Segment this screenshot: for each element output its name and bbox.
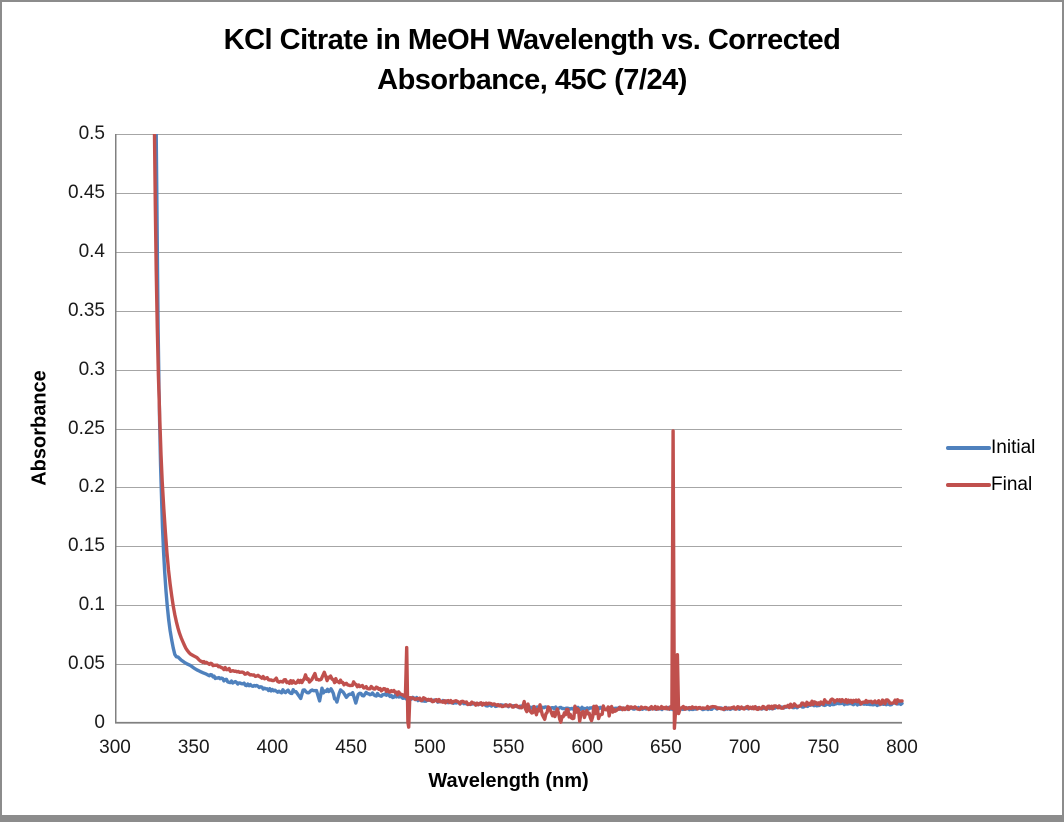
x-tick-label: 700 — [728, 737, 761, 758]
x-axis-title: Wavelength (nm) — [428, 770, 589, 792]
y-tick-label: 0.1 — [78, 594, 105, 616]
y-tick-label: 0 — [94, 712, 105, 733]
x-tick-label: 400 — [256, 737, 289, 758]
initial-series-line — [154, 134, 904, 712]
x-tick-label: 750 — [807, 737, 840, 758]
y-tick-label: 0.4 — [78, 240, 105, 262]
chart-title: KCl Citrate in MeOH Wavelength vs. Corre… — [2, 20, 1062, 100]
x-tick-label: 800 — [886, 737, 918, 758]
y-tick-label: 0.3 — [78, 358, 105, 380]
legend-item-initial: Initial — [946, 436, 1035, 459]
x-tick-label: 600 — [571, 737, 604, 758]
gridlines — [115, 134, 902, 665]
legend: Initial Final — [946, 436, 1035, 510]
y-tick-label: 0.45 — [68, 181, 105, 203]
legend-label-final: Final — [991, 473, 1033, 495]
final-series-swatch — [946, 482, 991, 487]
initial-series-swatch — [946, 445, 991, 450]
x-tick-label: 450 — [335, 737, 367, 758]
y-tick-label: 0.15 — [68, 535, 105, 557]
y-tick-label: 0.05 — [68, 653, 105, 675]
y-tick-label: 0.35 — [68, 299, 105, 321]
y-tick-label: 0.2 — [78, 476, 105, 498]
x-tick-label: 650 — [650, 737, 682, 758]
final-series-line — [152, 134, 904, 730]
y-tick-label: 0.25 — [68, 417, 105, 439]
x-tick-label: 500 — [413, 737, 446, 758]
chart-title-line-1: KCl Citrate in MeOH Wavelength vs. Corre… — [223, 24, 841, 56]
x-tick-label: 300 — [99, 737, 131, 758]
legend-item-final: Final — [946, 473, 1035, 496]
x-tick-label: 550 — [492, 737, 525, 758]
legend-label-initial: Initial — [991, 436, 1036, 458]
x-tick-label: 350 — [177, 737, 210, 758]
plot-area — [115, 134, 904, 730]
chart-title-line-2: Absorbance, 45C (7/24) — [377, 64, 687, 96]
y-tick-label: 0.5 — [78, 123, 105, 144]
